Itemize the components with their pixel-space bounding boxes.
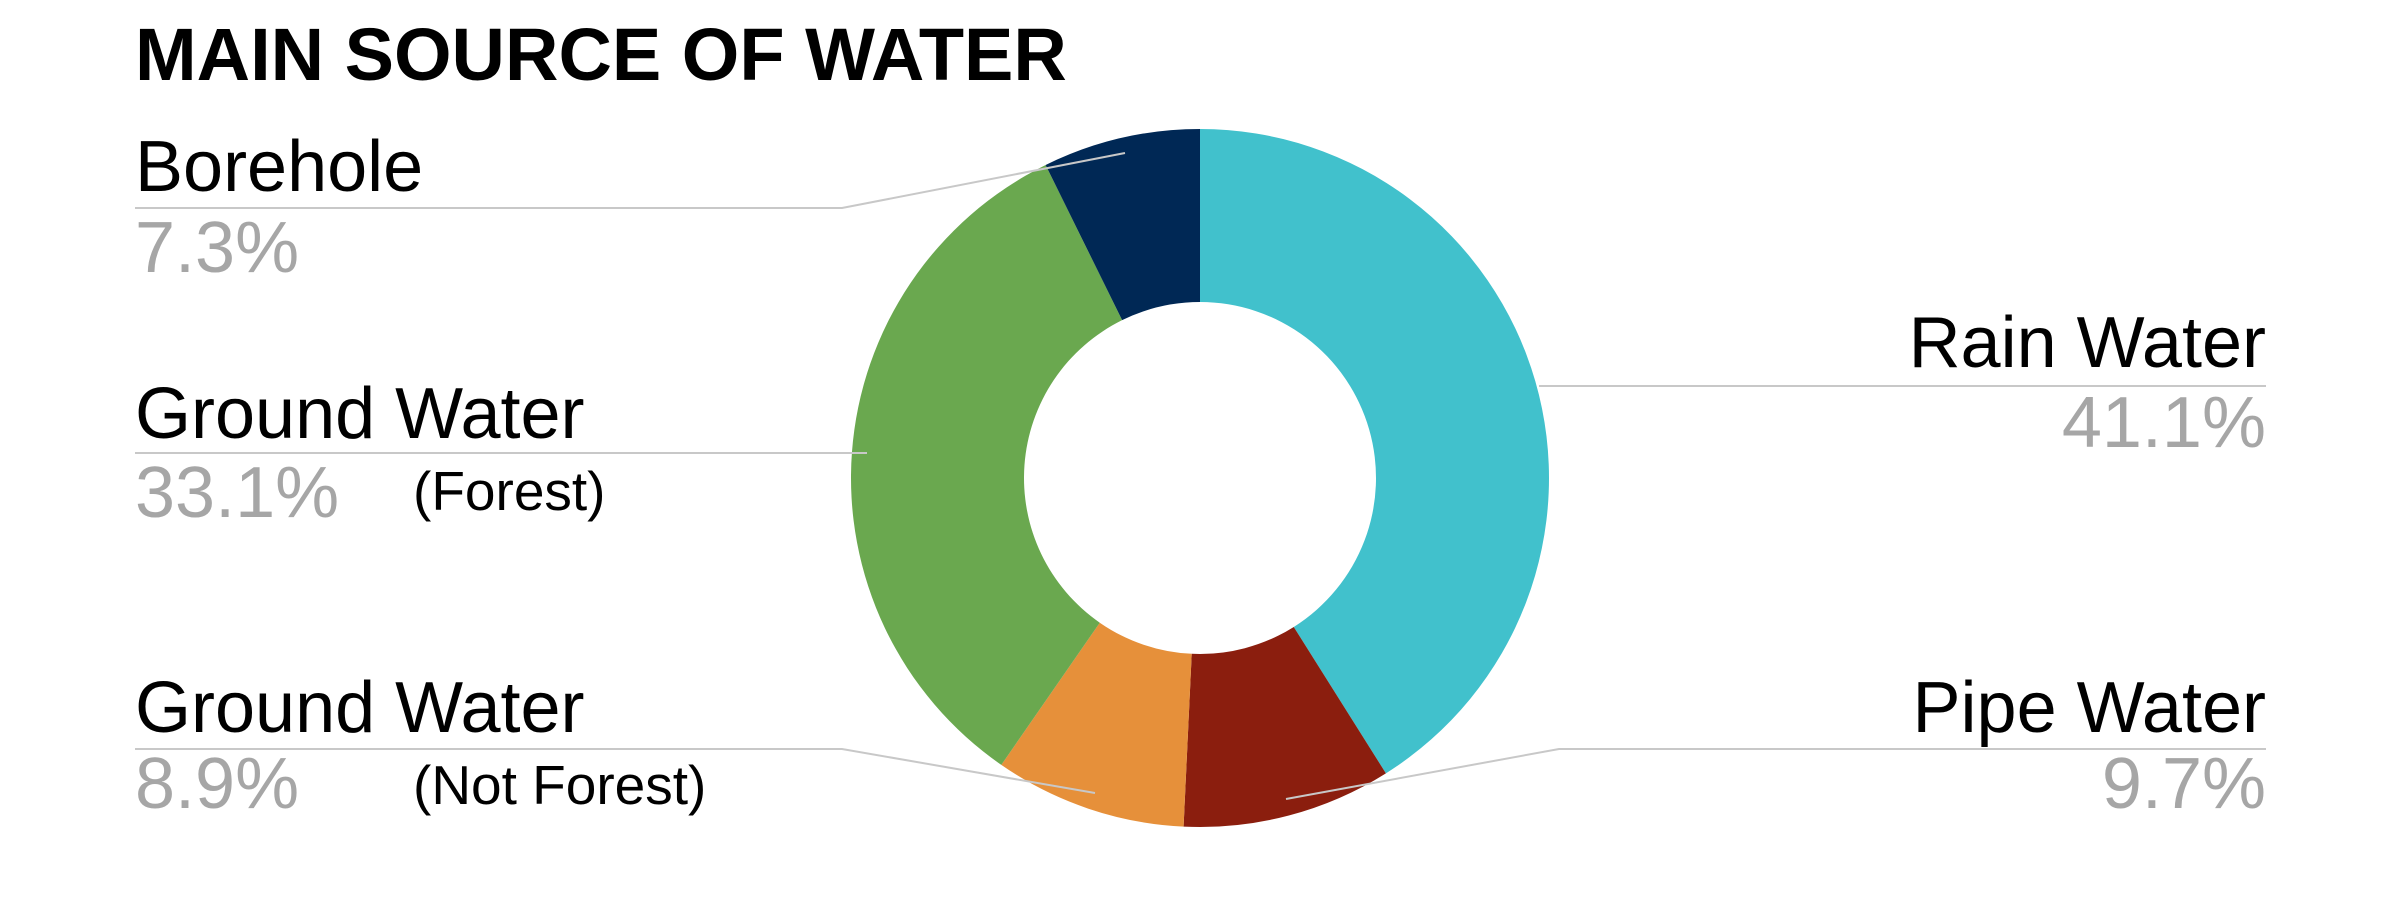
value-label: 41.1% [2062, 383, 2266, 463]
category-label: Borehole [135, 127, 423, 207]
donut-slice [850, 165, 1123, 765]
donut-slice [1045, 129, 1200, 321]
leader-line [1285, 748, 2266, 800]
value-label: 7.3% [135, 208, 299, 288]
chart-title: MAIN SOURCE OF WATER [135, 13, 1067, 96]
donut-slice [1200, 129, 1549, 774]
value-label: 8.9% [135, 744, 299, 824]
category-label: Ground Water [135, 668, 585, 748]
donut-slice [1001, 622, 1192, 827]
leader-line [135, 152, 1126, 209]
category-note: (Not Forest) [413, 754, 706, 816]
donut-slice [1183, 626, 1386, 827]
category-label: Ground Water [135, 374, 585, 454]
value-label: 9.7% [2102, 744, 2266, 824]
category-label: Pipe Water [1913, 668, 2266, 748]
value-label: 33.1% [135, 453, 339, 533]
leader-line [135, 748, 1096, 794]
category-label: Rain Water [1909, 303, 2266, 383]
category-note: (Forest) [413, 460, 606, 522]
